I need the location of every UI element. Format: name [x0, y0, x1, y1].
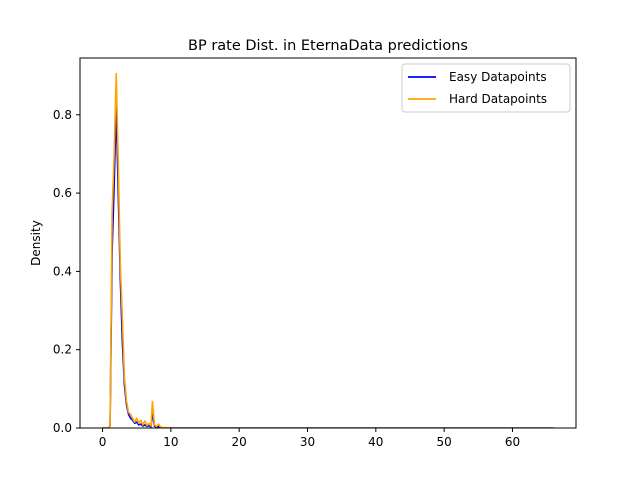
- legend-label: Hard Datapoints: [449, 92, 547, 106]
- x-tick-label: 40: [368, 435, 383, 449]
- x-tick-label: 0: [99, 435, 107, 449]
- x-tick-label: 60: [505, 435, 520, 449]
- chart-title: BP rate Dist. in EternaData predictions: [188, 38, 468, 54]
- y-tick-label: 0.0: [53, 421, 72, 435]
- x-tick-label: 50: [437, 435, 452, 449]
- series-line-2: [102, 72, 554, 428]
- y-tick-label: 0.6: [53, 186, 72, 200]
- axes-frame: [79, 57, 577, 429]
- y-tick-label: 0.4: [53, 264, 72, 278]
- legend-label: Easy Datapoints: [449, 70, 547, 84]
- y-axis: 0.0 0.2 0.4 0.6 0.8: [53, 108, 80, 435]
- y-tick-label: 0.2: [53, 343, 72, 357]
- y-axis-label: Density: [29, 220, 43, 266]
- legend-box: [401, 63, 571, 113]
- x-tick-label: 30: [300, 435, 315, 449]
- plot-area: [102, 72, 554, 428]
- x-axis: 0 10 20 30 40 50 60: [99, 428, 520, 449]
- series-line-1: [102, 106, 554, 428]
- x-tick-label: 10: [163, 435, 178, 449]
- y-tick-label: 0.8: [53, 108, 72, 122]
- legend: Easy Datapoints Hard Datapoints: [401, 63, 571, 113]
- x-tick-label: 20: [232, 435, 247, 449]
